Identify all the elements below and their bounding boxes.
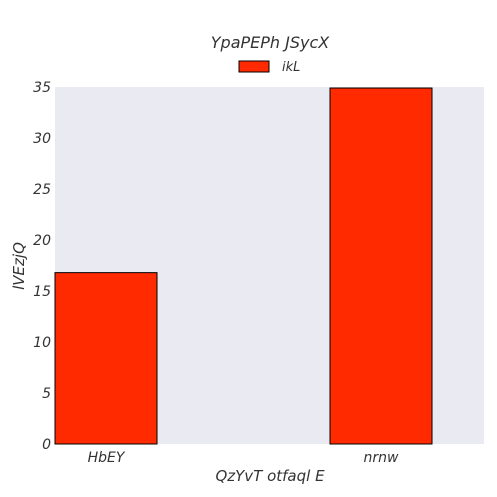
y-tick-label: 20 — [33, 233, 51, 249]
legend-label-ikl: ikL — [282, 60, 300, 75]
y-tick-label: 30 — [33, 131, 51, 147]
y-axis-label: lVEzjQ — [10, 242, 28, 290]
bar-hbey — [54, 272, 158, 445]
x-axis-label: QzYvT otfaql E — [215, 467, 325, 485]
chart-title: YpaPEPh JSycX — [211, 33, 331, 52]
y-tick-label: 35 — [33, 80, 51, 96]
legend-swatch — [238, 60, 270, 73]
x-tick-label: nrnw — [364, 450, 400, 466]
y-tick-label: 5 — [42, 386, 51, 402]
y-tick-label: 10 — [33, 335, 51, 351]
bar-nrnw — [329, 87, 433, 445]
y-tick-label: 0 — [42, 437, 51, 453]
y-tick-label: 25 — [33, 182, 51, 198]
y-tick-label: 15 — [33, 284, 51, 300]
x-tick-label: HbEY — [88, 450, 126, 466]
legend: ikL — [238, 60, 300, 75]
